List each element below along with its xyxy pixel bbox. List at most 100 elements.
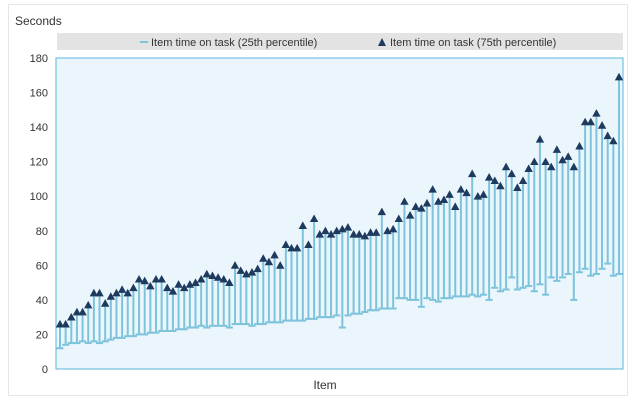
- high-marker: [247, 268, 257, 276]
- high-marker: [569, 162, 579, 171]
- high-marker: [462, 188, 471, 197]
- legend-item-25th: Item time on task (25th percentile): [151, 37, 317, 49]
- high-marker: [445, 190, 454, 198]
- y-tick-label: 80: [36, 226, 48, 238]
- high-marker: [292, 243, 302, 252]
- high-marker: [535, 135, 545, 143]
- high-marker: [400, 197, 409, 205]
- high-marker: [394, 214, 403, 223]
- high-marker: [597, 121, 607, 129]
- high-marker: [180, 283, 189, 292]
- high-marker: [100, 299, 110, 307]
- high-marker: [134, 274, 144, 283]
- high-marker: [484, 173, 494, 181]
- y-tick-label: 0: [42, 364, 48, 376]
- high-marker: [270, 250, 279, 259]
- plot-area: [55, 57, 624, 370]
- high-marker: [366, 228, 375, 236]
- high-marker: [360, 231, 370, 240]
- y-tick-label: 140: [30, 122, 48, 134]
- y-tick-label: 160: [30, 88, 48, 100]
- high-marker: [253, 264, 262, 273]
- high-marker: [614, 72, 624, 81]
- y-tick-label: 100: [30, 191, 48, 203]
- high-marker: [89, 288, 99, 297]
- high-marker: [518, 176, 528, 185]
- high-marker: [411, 202, 420, 210]
- y-tick-label: 40: [36, 295, 48, 307]
- high-marker: [72, 307, 82, 316]
- high-marker: [422, 198, 432, 207]
- y-tick-label: 60: [36, 260, 48, 272]
- high-marker: [405, 211, 415, 219]
- high-marker: [524, 164, 533, 172]
- high-marker: [225, 278, 234, 286]
- high-marker: [236, 266, 245, 274]
- high-marker: [84, 300, 93, 309]
- high-marker: [208, 271, 217, 280]
- chart-frame: Seconds Item time on task (25th percenti…: [8, 4, 628, 396]
- high-marker: [451, 202, 460, 210]
- high-marker: [530, 157, 539, 166]
- high-marker: [298, 221, 307, 229]
- high-marker: [428, 185, 437, 193]
- high-marker: [55, 319, 65, 328]
- high-marker: [547, 162, 556, 171]
- high-marker: [439, 195, 449, 204]
- high-marker: [106, 292, 116, 300]
- high-marker: [326, 230, 336, 238]
- high-marker: [417, 204, 426, 212]
- chart-svg: Seconds Item time on task (25th percenti…: [15, 14, 624, 392]
- high-marker: [580, 117, 590, 126]
- high-marker: [349, 230, 358, 238]
- high-marker: [191, 278, 200, 286]
- legend-background: [57, 33, 623, 50]
- high-marker: [321, 226, 330, 235]
- high-marker: [95, 288, 104, 297]
- high-marker: [61, 319, 70, 328]
- high-marker: [276, 261, 285, 269]
- high-marker: [117, 285, 127, 293]
- high-marker: [230, 261, 240, 269]
- high-marker: [304, 240, 313, 248]
- high-marker: [151, 274, 161, 283]
- high-marker: [112, 288, 121, 297]
- high-marker: [129, 283, 138, 292]
- high-marker: [586, 117, 595, 126]
- high-marker: [501, 162, 511, 171]
- y-axis-title: Seconds: [15, 14, 62, 28]
- legend-item-75th: Item time on task (75th percentile): [390, 37, 556, 49]
- high-marker: [388, 224, 398, 233]
- y-tick-label: 120: [30, 157, 48, 169]
- high-marker: [287, 243, 296, 252]
- high-marker: [479, 190, 488, 198]
- high-marker: [490, 176, 499, 185]
- high-marker: [174, 280, 183, 288]
- high-marker: [123, 288, 132, 297]
- high-marker: [219, 274, 228, 283]
- data-marks: [55, 72, 624, 350]
- high-marker: [592, 109, 601, 117]
- high-marker: [281, 240, 291, 248]
- high-marker: [67, 312, 76, 321]
- y-tick-label: 180: [30, 53, 48, 65]
- high-marker: [377, 207, 387, 216]
- y-axis-ticks: 0 20 40 60 80 100 120 140 160 180: [30, 53, 48, 376]
- high-marker: [507, 169, 516, 178]
- high-marker: [372, 228, 381, 236]
- legend-triangle-icon: [378, 38, 386, 46]
- high-marker: [552, 145, 562, 153]
- high-marker: [146, 281, 155, 290]
- y-tick-label: 20: [36, 329, 48, 341]
- high-marker: [575, 141, 584, 150]
- high-marker: [157, 274, 166, 283]
- high-marker: [309, 214, 319, 223]
- high-marker: [163, 283, 172, 292]
- high-marker: [563, 152, 573, 160]
- high-marker: [213, 273, 223, 281]
- high-marker: [456, 185, 466, 193]
- high-marker: [496, 181, 505, 190]
- high-marker: [558, 155, 567, 164]
- x-axis-title: Item: [313, 378, 336, 392]
- high-marker: [196, 274, 206, 283]
